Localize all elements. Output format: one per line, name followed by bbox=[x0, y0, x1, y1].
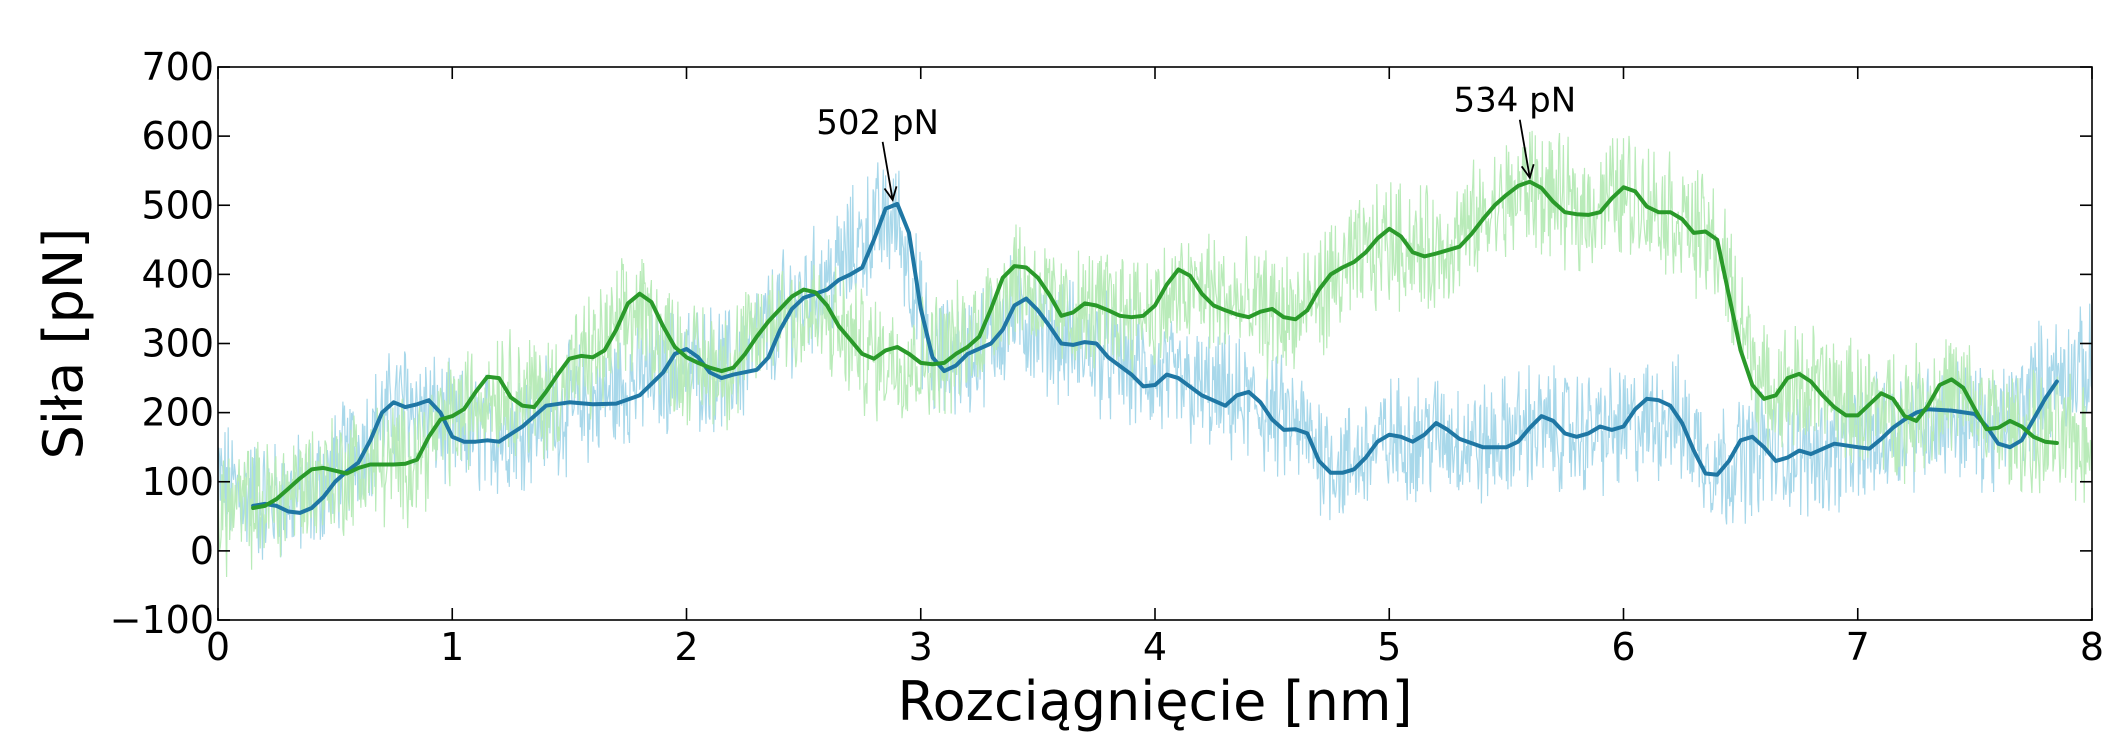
y-tick-label: 200 bbox=[141, 391, 214, 435]
x-tick-label: 8 bbox=[2080, 625, 2104, 669]
peak-annotation-1: 502 pN bbox=[816, 103, 939, 202]
annotation-arrow-line bbox=[1518, 119, 1531, 178]
x-tick-label: 5 bbox=[1377, 625, 1401, 669]
annotation-label: 534 pN bbox=[1453, 81, 1576, 121]
smoothed-series-line-1 bbox=[251, 201, 2059, 515]
raw-signal-layer bbox=[217, 130, 2093, 578]
x-tick-label: 1 bbox=[440, 625, 464, 669]
y-tick-label: 0 bbox=[190, 529, 214, 573]
smoothed-signal-layer bbox=[251, 179, 2059, 515]
annotation-arrow-line bbox=[881, 141, 894, 201]
peak-annotation-2: 534 pN bbox=[1453, 81, 1576, 180]
y-tick-label: 300 bbox=[141, 322, 214, 366]
x-tick-label: 4 bbox=[1143, 625, 1167, 669]
annotation-arrow-head bbox=[1520, 164, 1535, 180]
y-tick-label: 600 bbox=[141, 114, 214, 158]
y-axis-label: Siła [pN] bbox=[32, 228, 95, 460]
x-tick-label: 3 bbox=[909, 625, 933, 669]
x-tick-label: 7 bbox=[1846, 625, 1870, 669]
raw-series-line-2 bbox=[217, 130, 2093, 578]
x-tick-label: 0 bbox=[206, 625, 230, 669]
annotation-arrow-head bbox=[883, 186, 898, 202]
x-tick-label: 2 bbox=[674, 625, 698, 669]
y-tick-label: −100 bbox=[110, 598, 214, 642]
y-tick-label: 700 bbox=[141, 45, 214, 89]
y-tick-label: 500 bbox=[141, 183, 214, 227]
x-axis-label: Rozciągnięcie [nm] bbox=[897, 670, 1412, 733]
annotation-layer: 502 pN 534 pN bbox=[816, 81, 1576, 202]
x-tick-label: 6 bbox=[1611, 625, 1635, 669]
y-tick-label: 100 bbox=[141, 460, 214, 504]
annotation-label: 502 pN bbox=[816, 103, 939, 143]
y-tick-label: 400 bbox=[141, 252, 214, 296]
smoothed-series-line-2 bbox=[251, 179, 2059, 510]
